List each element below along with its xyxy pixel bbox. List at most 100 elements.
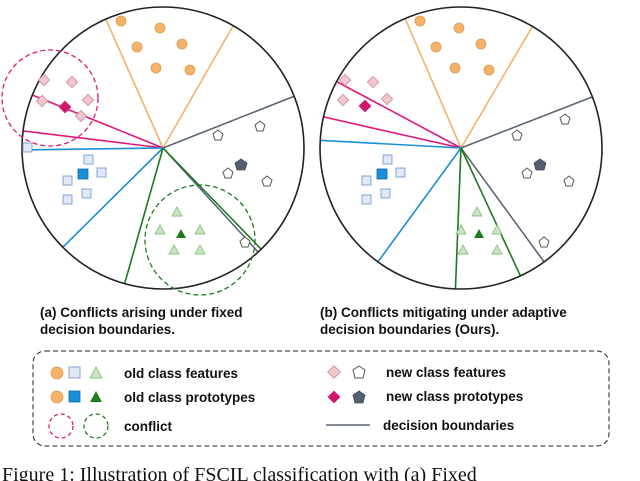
panel-a-caption-line2: decision boundaries. [40, 322, 175, 337]
blue-feature [96, 167, 107, 178]
gray-feature [212, 129, 224, 141]
green-triangle-icon [89, 366, 103, 379]
gray-feature [563, 175, 575, 187]
orange-feature [150, 62, 162, 74]
gray-feature [254, 120, 266, 132]
pink-feature [65, 75, 79, 89]
blue-feature [361, 194, 372, 205]
green-feature [154, 224, 166, 235]
orange-feature [483, 64, 495, 76]
green-feature [471, 206, 483, 217]
green-feature [194, 244, 206, 255]
boundary-blue-b-2 [371, 147, 462, 271]
gray-feature [538, 236, 550, 248]
blue-features-b [361, 154, 406, 205]
new-class-features-icons [327, 365, 366, 379]
orange-feature [184, 64, 196, 76]
conflict-circle-pink-a [1, 49, 99, 147]
pink-feature [74, 109, 88, 123]
orange-feature [449, 62, 461, 74]
panel-b [319, 6, 603, 290]
boundary-blue-a-1 [22, 147, 164, 151]
green-prototype-icon [90, 391, 102, 402]
green-feature [168, 244, 180, 255]
legend-old-features: old class features [124, 366, 238, 381]
green-feature [194, 224, 206, 235]
pink-feature [35, 94, 49, 108]
pink-feature [338, 73, 352, 87]
orange-features-b [414, 15, 495, 76]
orange-features-a [115, 15, 196, 76]
legend-decision-boundaries: decision boundaries [383, 418, 514, 433]
gray-feature [239, 236, 251, 248]
orange-feature [176, 38, 188, 50]
boundary-gray-b-1 [460, 89, 602, 149]
orange-feature [414, 15, 426, 27]
blue-prototype-a [77, 168, 89, 180]
green-feature [457, 244, 469, 255]
blue-feature [83, 154, 94, 165]
blue-feature [395, 167, 406, 178]
gray-feature [222, 167, 234, 179]
green-features-b [455, 206, 503, 255]
panel-a [1, 6, 305, 296]
boundary-green-a-2 [162, 147, 263, 251]
legend: old class features old class prototypes … [32, 350, 610, 447]
boundary-pink-b-2 [320, 114, 462, 149]
boundary-pink-b-1 [320, 69, 462, 149]
pink-feature [336, 93, 350, 107]
gray-feature [559, 113, 571, 125]
boundary-pink-a-2 [22, 129, 164, 149]
pentagon-outline-icon [352, 365, 366, 379]
gray-prototype-a [234, 158, 248, 171]
conflict-icons [48, 413, 109, 439]
pink-feature [366, 75, 380, 89]
boundary-orange-b-1 [394, 7, 462, 149]
blue-feature [22, 142, 33, 153]
pink-features-b [336, 73, 394, 107]
boundary-gray-b-2 [460, 147, 551, 271]
pink-feature [37, 73, 51, 87]
green-feature [491, 224, 503, 235]
boundary-orange-a-2 [162, 7, 246, 149]
orange-feature [475, 38, 487, 50]
orange-feature [453, 22, 465, 34]
boundary-green-b-2 [460, 147, 528, 289]
blue-feature [382, 154, 393, 165]
boundary-orange-a-1 [94, 7, 164, 149]
green-feature [455, 224, 467, 235]
legend-old-prototypes: old class prototypes [124, 390, 255, 405]
gray-feature [521, 167, 533, 179]
orange-feature [430, 41, 442, 53]
blue-square-icon [68, 366, 81, 379]
gray-features-a [212, 120, 273, 248]
green-prototype-b [474, 229, 484, 238]
blue-features-a [22, 142, 107, 205]
green-feature [491, 244, 503, 255]
boundary-gray-a-1 [162, 89, 304, 149]
green-feature [171, 206, 183, 217]
blue-feature [62, 194, 73, 205]
pink-feature [81, 93, 95, 107]
pink-feature [380, 92, 394, 106]
boundary-orange-b-2 [460, 7, 546, 149]
panel-b-caption-line2: decision boundaries (Ours). [320, 322, 499, 337]
gray-prototype-b [533, 158, 547, 171]
conflict-circle-green-a [144, 184, 256, 296]
blue-feature [81, 188, 92, 199]
feature-space-circle-a [21, 6, 305, 290]
legend-conflict: conflict [124, 419, 173, 434]
boundary-blue-b-1 [320, 139, 462, 149]
gray-features-b [511, 113, 575, 248]
pink-diamond-icon [327, 365, 341, 379]
old-class-features-icons [50, 366, 103, 380]
feature-space-circle-b [319, 6, 603, 290]
gray-feature [261, 175, 273, 187]
gray-feature [511, 129, 523, 141]
orange-feature [115, 15, 127, 27]
blue-feature [361, 175, 372, 186]
figure-caption: Figure 1: Illustration of FSCIL classifi… [2, 464, 477, 481]
green-prototype-a [176, 229, 186, 238]
orange-feature [131, 41, 143, 53]
